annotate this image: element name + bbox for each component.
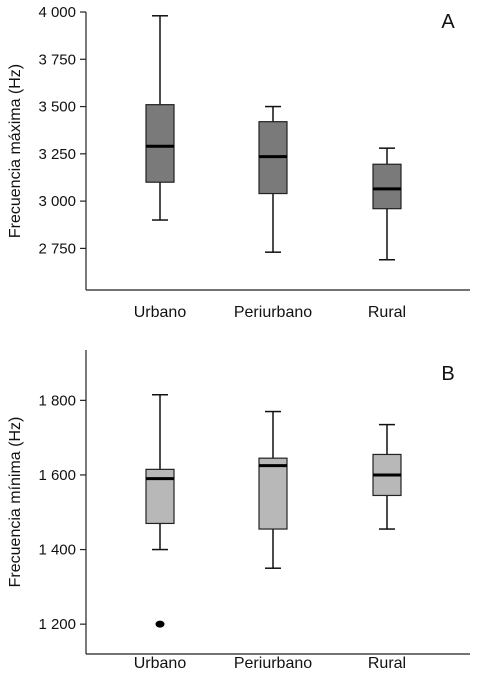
panel-b-y-tick-label: 1 800: [38, 392, 76, 409]
panel-a-box-periurbano: [258, 105, 288, 253]
outlier-point: [155, 620, 165, 628]
panel-a-category-label: Periurbano: [234, 304, 312, 321]
panel-b-category-label: Rural: [368, 655, 406, 672]
iqr-box: [372, 163, 402, 210]
panel-b-y-tick-label: 1 600: [38, 467, 76, 484]
panel-a-y-tick-label: 4 000: [38, 4, 76, 21]
panel-a-y-tick-label: 3 250: [38, 146, 76, 163]
panel-b-category-label: Urbano: [134, 655, 187, 672]
iqr-box: [145, 104, 175, 183]
panel-b-y-tick-label: 1 400: [38, 542, 76, 559]
panel-b-box-urbano: [145, 394, 175, 628]
panel-a-box-rural: [372, 147, 402, 261]
panel-a-y-axis-title: Frecuencia máxima (Hz): [7, 64, 24, 238]
iqr-box: [258, 457, 288, 530]
panel-a-label: A: [441, 11, 455, 33]
panel-b-y-axis-title: Frecuencia mínima (Hz): [7, 417, 24, 588]
panel-b-category-label: Periurbano: [234, 655, 312, 672]
panel-a-y-tick-label: 3 750: [38, 51, 76, 68]
panel-b-box-periurbano: [258, 410, 288, 569]
panel-b-label: B: [441, 363, 454, 385]
panel-a-y-tick-label: 3 500: [38, 99, 76, 116]
panel-a-category-label: Rural: [368, 304, 406, 321]
panel-b-box-rural: [372, 423, 402, 530]
panel-b-y-tick-label: 1 200: [38, 616, 76, 633]
panel-b: 1 200 1 400 1 600 1 800 Frecuencia mínima (H…: [7, 350, 470, 672]
panel-a-box-urbano: [145, 15, 175, 221]
panel-a-category-label: Urbano: [134, 304, 187, 321]
panel-a-y-tick-label: 3 000: [38, 193, 76, 210]
panel-a: 2 750 3 000 3 250 3 500 3 750 4 000 Frecuencia…: [7, 4, 470, 321]
panel-a-y-tick-label: 2 750: [38, 240, 76, 257]
